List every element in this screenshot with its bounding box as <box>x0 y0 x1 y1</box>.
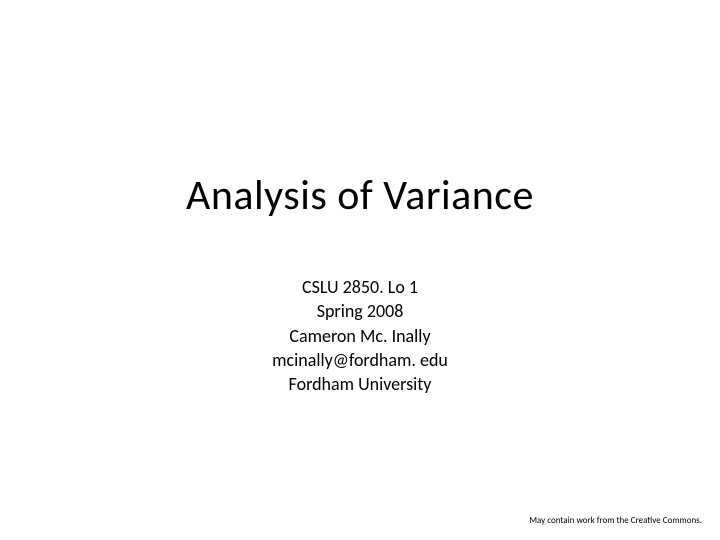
institution: Fordham University <box>0 372 720 396</box>
footer-attribution: May contain work from the Creative Commo… <box>529 515 702 526</box>
term: Spring 2008 <box>0 299 720 323</box>
author-email: mcinally@fordham. edu <box>0 348 720 372</box>
subtitle-block: CSLU 2850. Lo 1 Spring 2008 Cameron Mc. … <box>0 275 720 396</box>
author-name: Cameron Mc. Inally <box>0 324 720 348</box>
slide: Analysis of Variance CSLU 2850. Lo 1 Spr… <box>0 0 720 540</box>
course-code: CSLU 2850. Lo 1 <box>0 275 720 299</box>
slide-title: Analysis of Variance <box>0 170 720 221</box>
